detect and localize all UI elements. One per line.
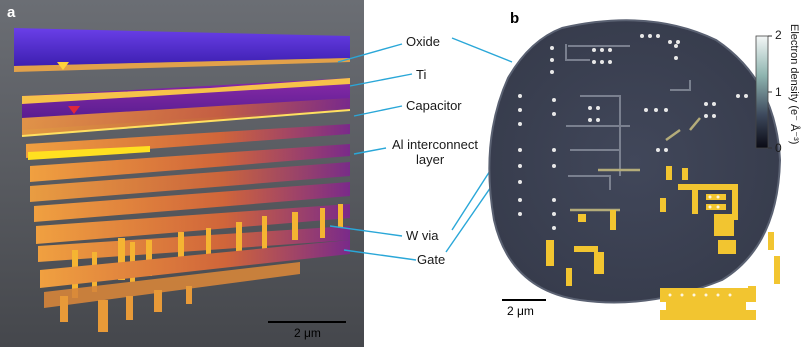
gate-layer-lower	[44, 262, 300, 308]
colorbar-tick-mid: 1	[775, 85, 782, 99]
al-bright-strip	[28, 146, 150, 160]
oxide-edge	[14, 58, 350, 72]
al-layer-2	[30, 144, 350, 182]
label-al-interconnect: Al interconnect	[392, 137, 478, 152]
panel-a-render: a 2 μm	[0, 0, 364, 347]
sample-disk	[488, 19, 782, 304]
panel-a-letter: a	[7, 4, 16, 21]
colorbar-title: Electron density (e⁻ Å⁻³)	[788, 24, 800, 145]
via-dots-on-yellow	[668, 195, 732, 297]
capacitor-marker-icon	[68, 106, 80, 114]
label-oxide: Oxide	[406, 34, 440, 49]
colorbar-tick-min: 0	[775, 141, 782, 155]
metal-structures-yellow	[546, 166, 780, 320]
label-al-layer: layer	[416, 152, 445, 167]
label-capacitor: Capacitor	[406, 98, 462, 113]
panel-a-3d-stack	[0, 0, 364, 347]
al-layer-3	[30, 162, 350, 202]
panel-a-scale-label: 2 μm	[294, 326, 321, 340]
label-ti: Ti	[416, 67, 427, 82]
al-layer-6	[38, 226, 350, 262]
colorbar	[755, 35, 772, 149]
al-layer-4	[34, 182, 350, 222]
al-layer-5	[36, 204, 350, 244]
panel-b-letter: b	[510, 10, 520, 27]
oxide-slab	[14, 28, 350, 66]
ti-marker-icon	[57, 62, 69, 70]
label-w-via: W via	[406, 228, 439, 243]
panel-b-slice	[488, 19, 782, 320]
panel-b-scale-label: 2 μm	[507, 304, 534, 318]
label-gate: Gate	[417, 252, 446, 267]
via-dots-white	[518, 34, 748, 230]
colorbar-tick-max: 2	[775, 28, 782, 42]
capacitor-layer	[22, 98, 350, 136]
gate-layer	[40, 240, 350, 288]
ti-layer-top	[22, 78, 350, 104]
circuit-traces	[565, 44, 691, 190]
bottom-pillars	[60, 286, 192, 332]
